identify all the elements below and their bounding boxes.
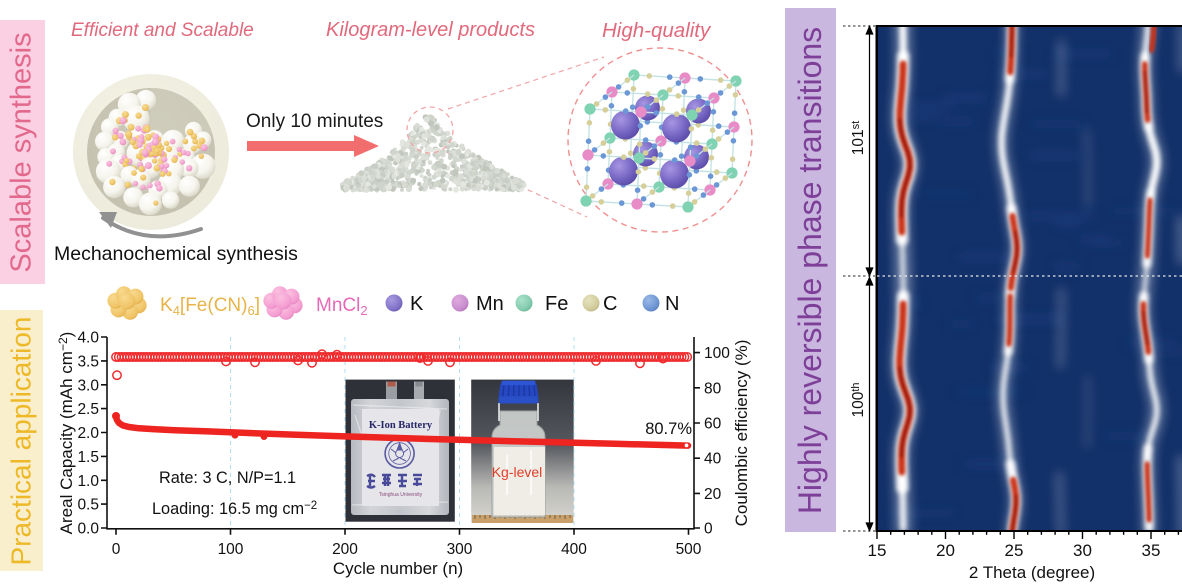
svg-text:K4[Fe(CN)6]: K4[Fe(CN)6]	[160, 295, 260, 318]
svg-text:Rate: 3 C, N/P=1.1: Rate: 3 C, N/P=1.1	[159, 469, 296, 487]
svg-text:3.0: 3.0	[77, 377, 99, 394]
svg-text:Loading: 16.5 mg cm−2: Loading: 16.5 mg cm−2	[152, 500, 317, 518]
svg-text:N: N	[665, 293, 679, 315]
svg-text:100th: 100th	[850, 382, 867, 417]
svg-text:Tsinghua University: Tsinghua University	[379, 492, 423, 498]
svg-text:0: 0	[112, 541, 121, 558]
svg-text:35: 35	[1142, 541, 1161, 560]
svg-text:15: 15	[868, 541, 887, 560]
svg-text:2 Theta (degree): 2 Theta (degree)	[969, 563, 1095, 582]
svg-text:1.5: 1.5	[77, 449, 99, 466]
svg-text:400: 400	[561, 541, 587, 558]
svg-text:Kg-level: Kg-level	[492, 464, 543, 480]
svg-text:K-Ion Battery: K-Ion Battery	[369, 420, 433, 431]
svg-text:100: 100	[704, 345, 730, 362]
svg-text:MnCl2: MnCl2	[316, 295, 368, 318]
svg-text:300: 300	[447, 541, 473, 558]
svg-text:25: 25	[1005, 541, 1024, 560]
svg-text:20: 20	[936, 541, 955, 560]
svg-text:0.0: 0.0	[77, 521, 99, 538]
svg-text:30: 30	[1073, 541, 1092, 560]
svg-text:80.7%: 80.7%	[645, 420, 692, 438]
svg-text:20: 20	[704, 486, 722, 503]
svg-text:101st: 101st	[850, 121, 867, 155]
svg-text:Coulombic efficiency (%): Coulombic efficiency (%)	[732, 340, 751, 527]
svg-text:60: 60	[704, 416, 722, 433]
svg-text:C: C	[603, 293, 617, 315]
svg-text:K: K	[410, 293, 424, 315]
svg-text:500: 500	[676, 541, 702, 558]
svg-text:3.5: 3.5	[77, 353, 99, 370]
svg-text:0: 0	[704, 521, 713, 538]
svg-text:100: 100	[218, 541, 244, 558]
svg-text:2.5: 2.5	[77, 401, 99, 418]
svg-text:Areal Capacity (mAh cm−2): Areal Capacity (mAh cm−2)	[56, 332, 76, 535]
svg-text:Mn: Mn	[476, 293, 504, 315]
svg-text:Cycle number (n): Cycle number (n)	[333, 559, 463, 578]
svg-text:Fe: Fe	[545, 293, 568, 315]
svg-text:80: 80	[704, 380, 722, 397]
svg-text:0.5: 0.5	[77, 497, 99, 514]
svg-text:40: 40	[704, 451, 722, 468]
svg-text:2.0: 2.0	[77, 425, 99, 442]
svg-text:200: 200	[332, 541, 358, 558]
svg-text:4.0: 4.0	[77, 330, 99, 347]
svg-text:1.0: 1.0	[77, 473, 99, 490]
